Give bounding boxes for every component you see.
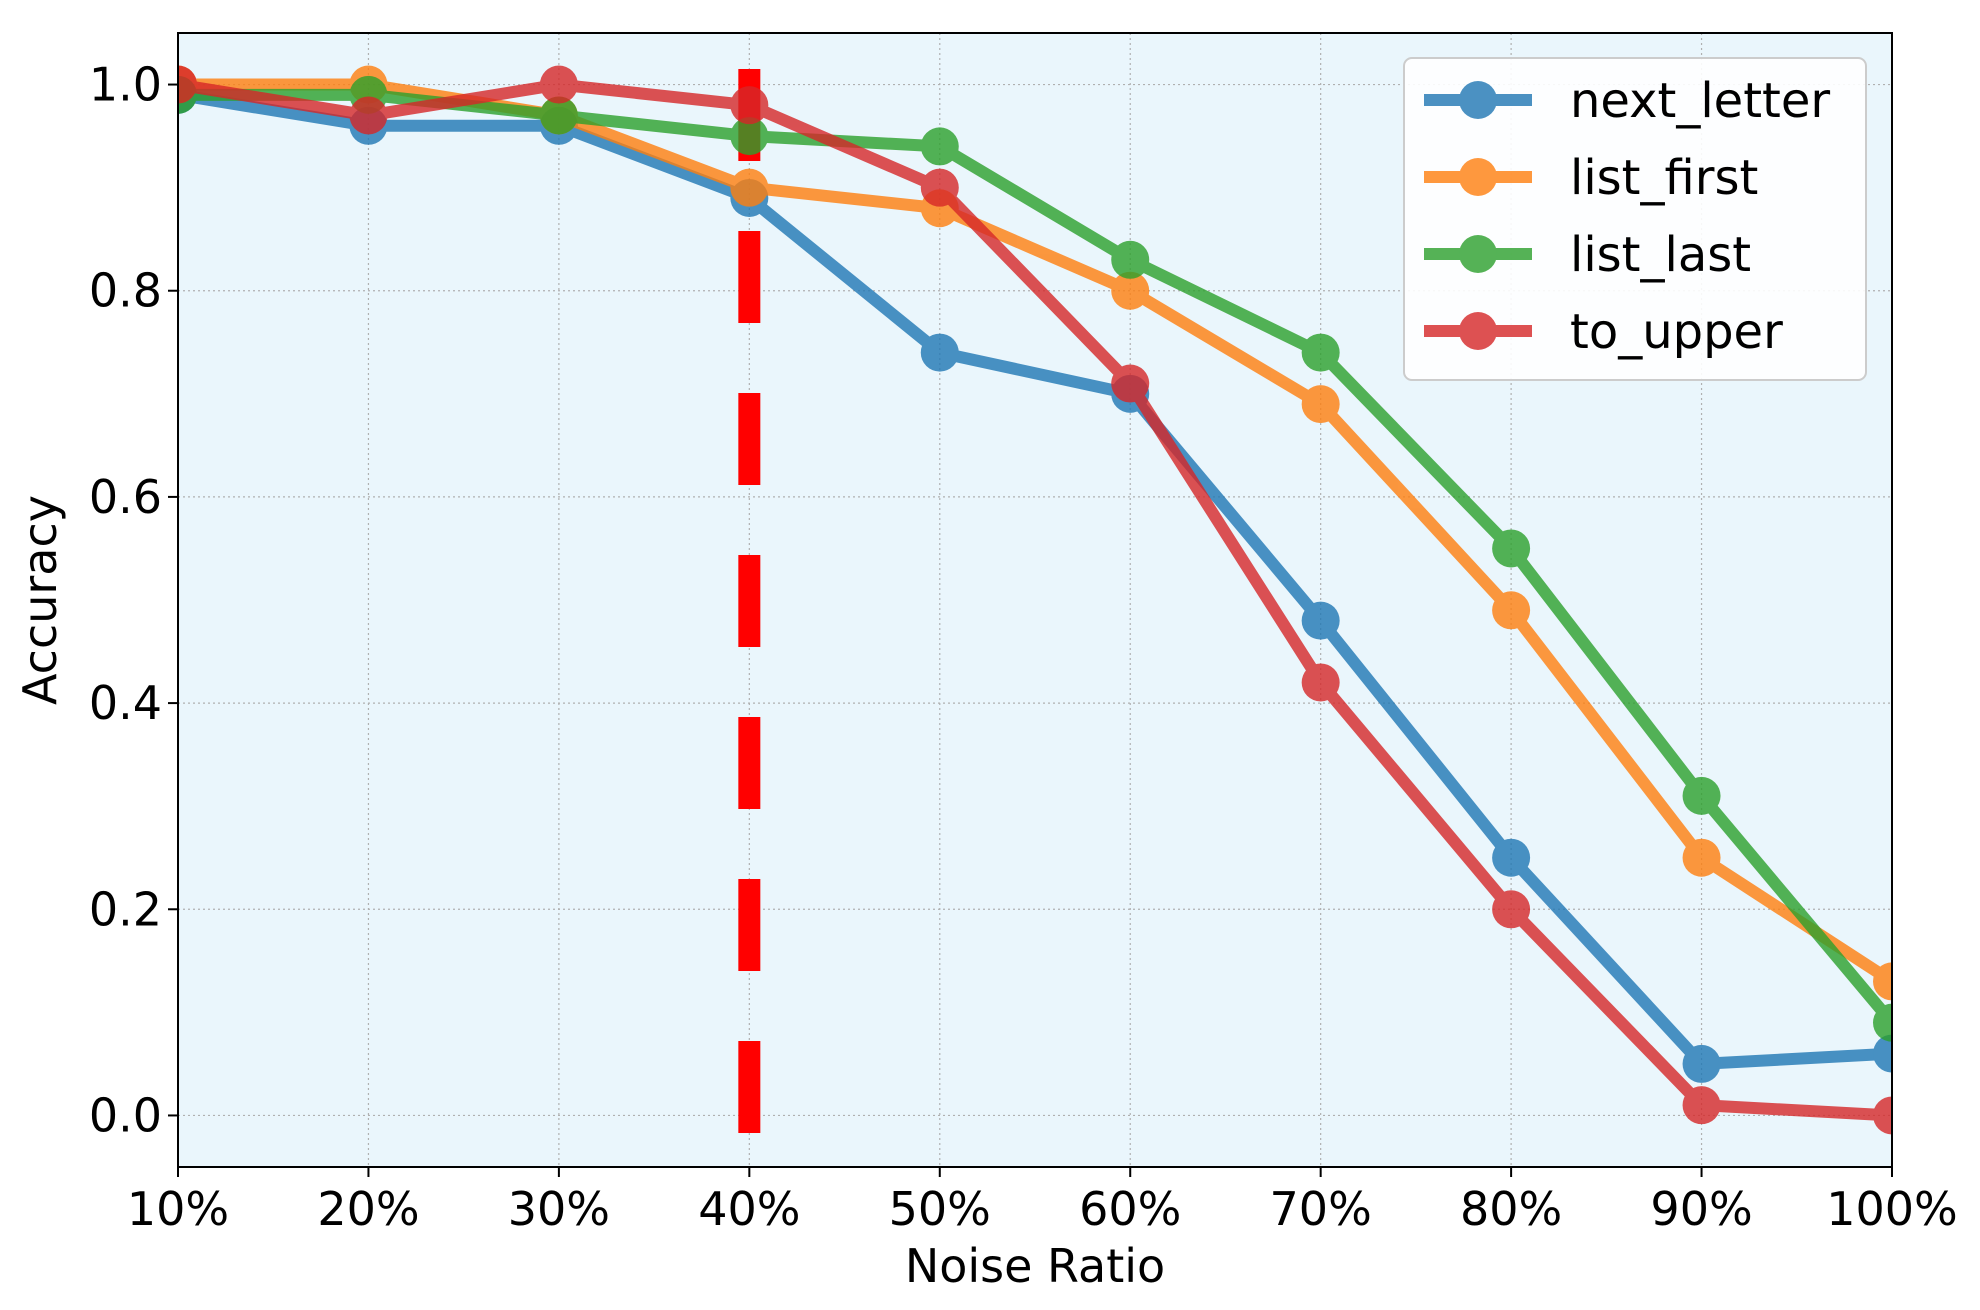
data-point: [1111, 271, 1150, 310]
data-point: [730, 86, 769, 125]
data-point: [1492, 838, 1531, 877]
data-point: [1492, 529, 1531, 568]
x-tick-label: 10%: [127, 1182, 229, 1236]
data-point: [1492, 890, 1531, 929]
data-point: [920, 168, 959, 207]
legend-marker: [1424, 158, 1532, 196]
x-tick-label: 70%: [1270, 1182, 1372, 1236]
legend-dot: [1459, 235, 1497, 273]
x-axis-label: Noise Ratio: [905, 1239, 1165, 1293]
legend-label: list_last: [1570, 227, 1751, 283]
data-point: [1682, 776, 1721, 815]
data-point: [1682, 1086, 1721, 1125]
y-tick-label: 0.8: [89, 264, 162, 318]
data-point: [1873, 1003, 1892, 1042]
data-point: [1111, 240, 1150, 279]
data-point: [1301, 385, 1340, 424]
data-point: [1301, 333, 1340, 372]
legend-marker: [1424, 235, 1532, 273]
data-point: [1873, 962, 1892, 1001]
x-tick-label: 90%: [1650, 1182, 1752, 1236]
y-tick-label: 0.2: [89, 882, 162, 936]
data-point: [1873, 1034, 1892, 1073]
data-point: [1682, 838, 1721, 877]
series-line: [178, 78, 1892, 1122]
y-axis-label: Accuracy: [13, 495, 67, 705]
series-layer: [178, 65, 1892, 1135]
y-tick-label: 1.0: [89, 58, 162, 112]
x-axis: 10% 20% 30% 40% 50% 60% 70% 80% 90% 100%: [127, 1167, 1958, 1236]
data-point: [539, 96, 578, 135]
data-point: [920, 333, 959, 372]
legend-label: next_letter: [1570, 73, 1830, 129]
x-tick-label: 20%: [317, 1182, 419, 1236]
legend-dot: [1459, 158, 1497, 196]
x-tick-label: 40%: [698, 1182, 800, 1236]
x-tick-label: 60%: [1079, 1182, 1181, 1236]
data-point: [539, 65, 578, 104]
x-tick-label: 80%: [1460, 1182, 1562, 1236]
data-point: [1873, 1096, 1892, 1135]
legend-dot: [1459, 81, 1497, 119]
legend-label: list_first: [1570, 150, 1758, 206]
data-point: [730, 168, 769, 207]
data-point: [730, 117, 769, 156]
data-point: [1301, 663, 1340, 702]
data-point: [1682, 1044, 1721, 1083]
legend-dot: [1459, 312, 1497, 350]
data-point: [349, 96, 388, 135]
x-tick-label: 50%: [889, 1182, 991, 1236]
legend-marker: [1424, 81, 1532, 119]
series-line: [178, 88, 1892, 1070]
legend-box: [1403, 57, 1867, 381]
data-point: [1492, 591, 1531, 630]
y-tick-label: 0.0: [89, 1088, 162, 1142]
legend-marker: [1424, 312, 1532, 350]
plot-frame: [177, 32, 1893, 1168]
x-tick-label: 100%: [1826, 1182, 1958, 1236]
data-point: [178, 65, 197, 104]
x-tick-label: 30%: [508, 1182, 610, 1236]
data-point: [1301, 601, 1340, 640]
legend-label: to_upper: [1570, 304, 1783, 360]
legend: next_letter list_first list_last to_upper: [1403, 57, 1867, 381]
y-tick-label: 0.4: [89, 676, 162, 730]
data-point: [920, 127, 959, 166]
series-to-upper: [178, 65, 1892, 1135]
data-point: [1111, 364, 1150, 403]
y-tick-label: 0.6: [89, 470, 162, 524]
y-axis: 0.0 0.2 0.4 0.6 0.8 1.0: [89, 58, 178, 1142]
